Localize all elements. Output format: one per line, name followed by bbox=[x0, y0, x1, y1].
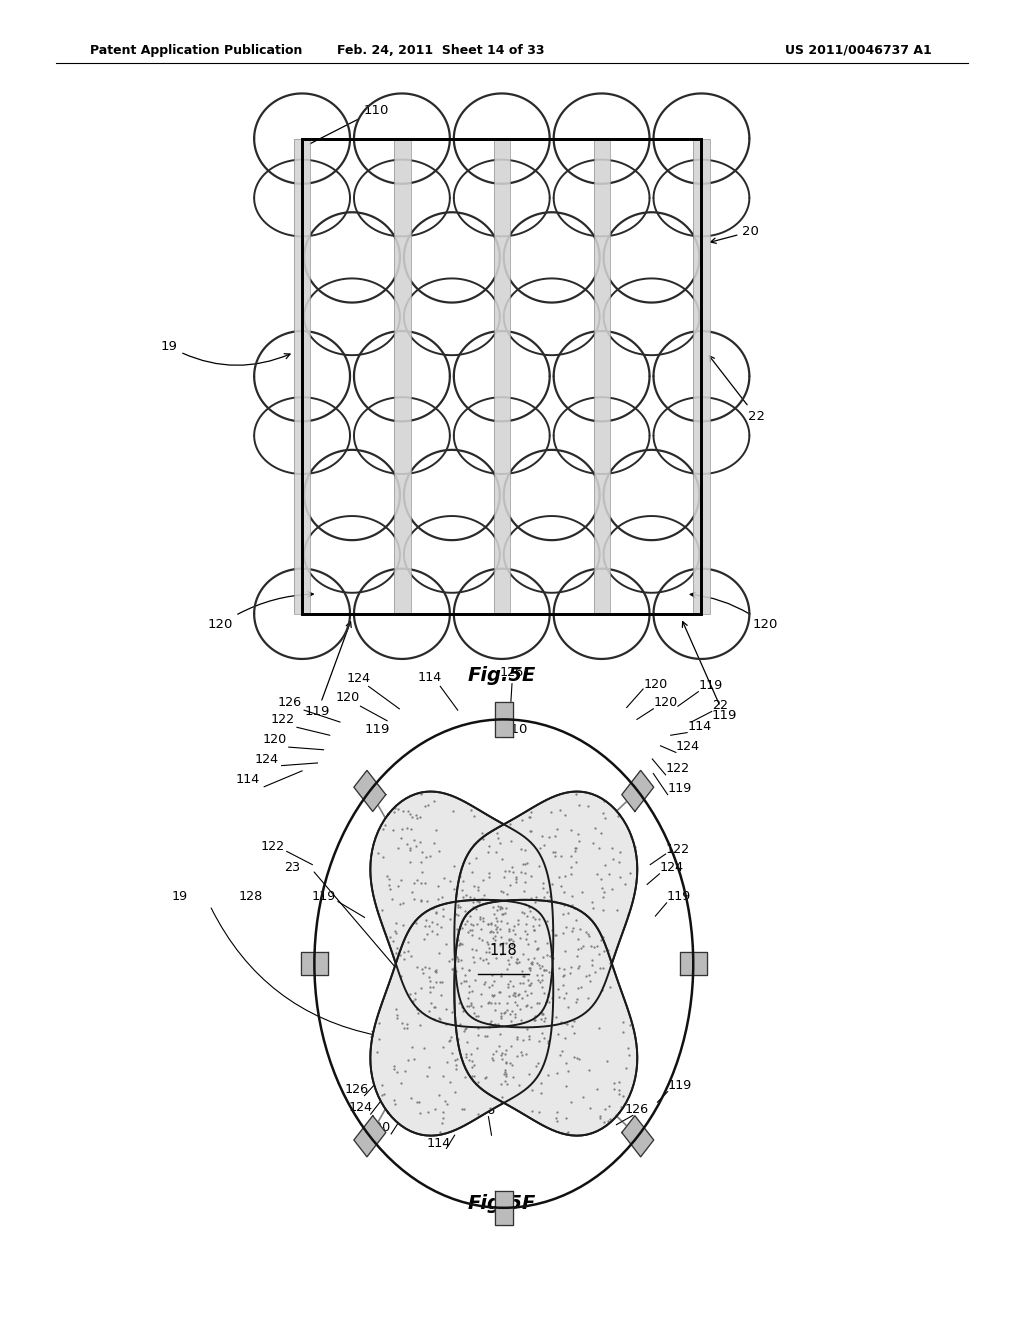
Polygon shape bbox=[371, 792, 553, 1027]
Text: Fig.5F: Fig.5F bbox=[468, 1195, 536, 1213]
Bar bbox=[494, 139, 510, 614]
Bar bbox=[693, 139, 710, 614]
Text: 120: 120 bbox=[653, 696, 678, 709]
Text: 128: 128 bbox=[239, 890, 263, 903]
Text: 124: 124 bbox=[346, 672, 371, 685]
Text: 126: 126 bbox=[278, 696, 302, 709]
Bar bbox=[294, 139, 310, 614]
Text: 118: 118 bbox=[489, 942, 518, 958]
Text: 119: 119 bbox=[365, 722, 389, 735]
Text: 110: 110 bbox=[309, 103, 389, 144]
Text: 120: 120 bbox=[262, 733, 287, 746]
Polygon shape bbox=[622, 1115, 653, 1156]
Text: 119: 119 bbox=[668, 1078, 692, 1092]
Text: 110: 110 bbox=[503, 722, 527, 735]
Polygon shape bbox=[354, 771, 386, 812]
Text: 126: 126 bbox=[500, 665, 524, 678]
Text: 124: 124 bbox=[254, 752, 279, 766]
Text: US 2011/0046737 A1: US 2011/0046737 A1 bbox=[785, 44, 932, 57]
Text: 22: 22 bbox=[712, 698, 728, 711]
Text: 119: 119 bbox=[311, 890, 336, 903]
Text: 120: 120 bbox=[690, 593, 778, 631]
Bar bbox=[594, 139, 610, 614]
Text: 122: 122 bbox=[260, 840, 285, 853]
Bar bbox=[294, 139, 310, 614]
Text: 119: 119 bbox=[667, 890, 691, 903]
Text: 119: 119 bbox=[682, 622, 737, 722]
Polygon shape bbox=[495, 702, 513, 737]
Text: 126: 126 bbox=[344, 1082, 369, 1096]
Text: 124: 124 bbox=[348, 1101, 373, 1114]
Text: 19: 19 bbox=[161, 339, 290, 366]
Polygon shape bbox=[371, 900, 553, 1135]
Bar bbox=[594, 139, 610, 614]
Polygon shape bbox=[455, 792, 637, 1027]
Text: 126: 126 bbox=[471, 1104, 496, 1117]
Text: 119: 119 bbox=[698, 678, 723, 692]
Text: 119: 119 bbox=[668, 781, 692, 795]
Text: 114: 114 bbox=[418, 671, 442, 684]
Text: 124: 124 bbox=[676, 739, 700, 752]
Bar bbox=[494, 139, 510, 614]
Text: 120: 120 bbox=[643, 677, 668, 690]
Bar bbox=[394, 139, 411, 614]
Text: 22: 22 bbox=[709, 355, 765, 422]
Text: 114: 114 bbox=[426, 1137, 451, 1150]
Text: Patent Application Publication: Patent Application Publication bbox=[90, 44, 302, 57]
Text: 126: 126 bbox=[625, 1102, 649, 1115]
Polygon shape bbox=[455, 900, 637, 1135]
Bar bbox=[302, 139, 701, 614]
Text: 114: 114 bbox=[236, 772, 260, 785]
Polygon shape bbox=[495, 1191, 513, 1225]
Text: 120: 120 bbox=[336, 690, 360, 704]
Text: 122: 122 bbox=[666, 762, 690, 775]
Text: 20: 20 bbox=[711, 224, 759, 243]
Text: 19: 19 bbox=[171, 890, 187, 903]
Polygon shape bbox=[622, 771, 653, 812]
Text: 122: 122 bbox=[462, 1085, 486, 1098]
Polygon shape bbox=[354, 1115, 386, 1156]
Text: 23: 23 bbox=[284, 861, 300, 874]
Text: Feb. 24, 2011  Sheet 14 of 33: Feb. 24, 2011 Sheet 14 of 33 bbox=[337, 44, 544, 57]
Bar bbox=[693, 139, 710, 614]
Text: 119: 119 bbox=[305, 622, 351, 718]
Text: 120: 120 bbox=[367, 1121, 391, 1134]
Text: 122: 122 bbox=[588, 1085, 612, 1098]
Text: 120: 120 bbox=[208, 591, 313, 631]
Polygon shape bbox=[680, 952, 707, 975]
Text: 122: 122 bbox=[270, 713, 295, 726]
Bar bbox=[394, 139, 411, 614]
Text: 122: 122 bbox=[666, 842, 690, 855]
Text: 114: 114 bbox=[687, 719, 712, 733]
Polygon shape bbox=[301, 952, 328, 975]
Text: Fig.5E: Fig.5E bbox=[468, 667, 536, 685]
Bar bbox=[302, 139, 701, 614]
Text: 124: 124 bbox=[659, 861, 684, 874]
